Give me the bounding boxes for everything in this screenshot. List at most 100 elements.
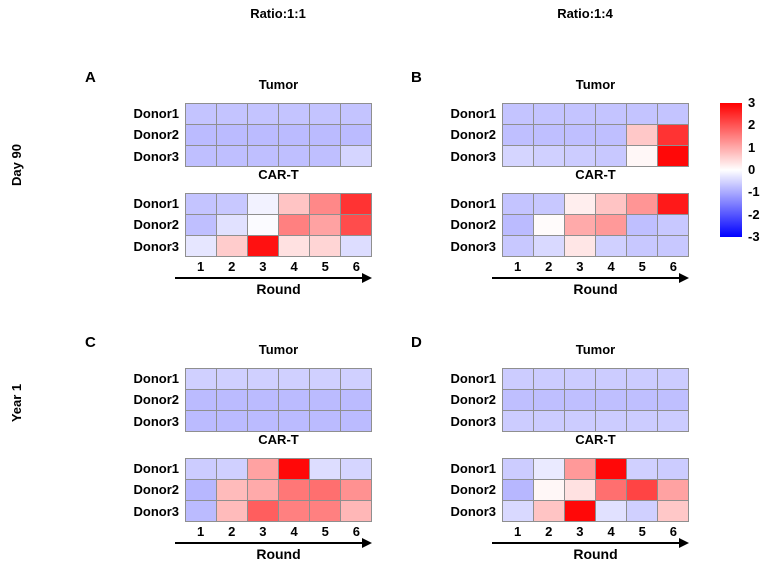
heatmap-cell	[503, 501, 533, 521]
heatmap-cell	[565, 125, 595, 145]
heatmap-cell	[310, 390, 340, 410]
x-axis-tick: 4	[290, 259, 298, 274]
heatmap-cell	[627, 501, 657, 521]
heatmap-cell	[279, 146, 309, 166]
x-axis-label: Round	[573, 281, 618, 297]
heatmap-cell	[217, 146, 247, 166]
cart-heatmap-grid	[502, 193, 689, 257]
donor-row-label: Donor3	[450, 503, 497, 519]
donor-row-label: Donor3	[450, 148, 497, 164]
heatmap-cell	[627, 480, 657, 500]
heatmap-cell	[596, 480, 626, 500]
heatmap-cell	[596, 194, 626, 214]
heatmap-cell	[534, 236, 564, 256]
heatmap-cell	[596, 369, 626, 389]
heatmap-cell	[565, 480, 595, 500]
donor-row-label: Donor3	[133, 503, 180, 519]
cart-heatmap-block: CAR-T Donor1 Donor2 Donor3	[402, 167, 689, 259]
tumor-heatmap-grid	[502, 368, 689, 432]
donor-row-label: Donor1	[450, 106, 497, 121]
tumor-heatmap-grid	[185, 103, 372, 167]
x-axis-tick: 5	[321, 259, 329, 274]
heatmap-cell	[279, 125, 309, 145]
tumor-heatmap-title: Tumor	[575, 342, 616, 357]
heatmap-cell	[565, 236, 595, 256]
tumor-heatmap-block: Tumor Donor1 Donor2 Donor3	[402, 77, 689, 169]
heatmap-cell	[596, 146, 626, 166]
heatmap-cell	[248, 146, 278, 166]
cart-heatmap-grid	[185, 193, 372, 257]
heatmap-cell	[186, 390, 216, 410]
donor-row-label: Donor2	[133, 217, 180, 233]
x-axis-label: Round	[256, 546, 301, 562]
heatmap-cell	[534, 194, 564, 214]
heatmap-cell	[534, 459, 564, 479]
heatmap-cell	[341, 459, 371, 479]
heatmap-cell	[186, 104, 216, 124]
heatmap-cell	[565, 215, 595, 235]
heatmap-cell	[596, 411, 626, 431]
x-axis-tick: 2	[545, 259, 553, 274]
donor-row-label: Donor1	[450, 461, 497, 476]
x-axis-tick: 2	[228, 259, 236, 274]
cart-heatmap-title: CAR-T	[258, 167, 299, 182]
heatmap-cell	[279, 459, 309, 479]
heatmap-cell	[565, 104, 595, 124]
heatmap-cell	[310, 411, 340, 431]
x-axis-tick: 6	[669, 524, 678, 539]
heatmap-cell	[503, 194, 533, 214]
x-axis-label: Round	[256, 281, 301, 297]
heatmap-cell	[627, 215, 657, 235]
heatmap-cell	[217, 411, 247, 431]
heatmap-cell	[310, 125, 340, 145]
heatmap-cell	[627, 390, 657, 410]
heatmap-cell	[217, 194, 247, 214]
heatmap-cell	[341, 411, 371, 431]
cart-heatmap-block: CAR-T Donor1 Donor2 Donor3	[85, 432, 372, 524]
colorbar-tick: 1	[748, 139, 756, 155]
x-axis-tick: 3	[259, 259, 267, 274]
heatmap-cell	[503, 236, 533, 256]
heatmap-cell	[565, 194, 595, 214]
donor-row-labels: Donor1 Donor2 Donor3	[85, 458, 180, 522]
heatmap-cell	[310, 146, 340, 166]
x-axis-tick: 3	[576, 259, 584, 274]
x-axis-tick: 4	[607, 259, 615, 274]
heatmap-cell	[565, 501, 595, 521]
cart-heatmap-grid	[502, 458, 689, 522]
x-axis-tick: 1	[196, 524, 205, 539]
heatmap-cell	[279, 501, 309, 521]
heatmap-cell	[186, 480, 216, 500]
heatmap-cell	[627, 104, 657, 124]
heatmap-cell	[565, 146, 595, 166]
heatmap-cell	[565, 411, 595, 431]
x-axis-tick-labels: 1 2 3 4 5 6	[502, 524, 689, 539]
heatmap-cell	[310, 104, 340, 124]
cart-heatmap-block: CAR-T Donor1 Donor2 Donor3	[402, 432, 689, 524]
cart-heatmap-title: CAR-T	[575, 167, 616, 182]
heatmap-cell	[186, 501, 216, 521]
heatmap-cell	[503, 215, 533, 235]
x-axis-tick: 6	[669, 259, 678, 274]
x-axis-tick-labels: 1 2 3 4 5 6	[185, 259, 372, 274]
heatmap-cell	[596, 215, 626, 235]
heatmap-cell	[248, 104, 278, 124]
heatmap-cell	[279, 215, 309, 235]
heatmap-cell	[217, 125, 247, 145]
heatmap-cell	[596, 125, 626, 145]
x-axis-tick-labels: 1 2 3 4 5 6	[502, 259, 689, 274]
heatmap-cell	[658, 104, 688, 124]
heatmap-panel: C Tumor Donor1 Donor2 Donor3 CAR-T Donor1 D…	[85, 330, 385, 562]
x-axis-tick-labels: 1 2 3 4 5 6	[185, 524, 372, 539]
row-group-label-day90: Day 90	[9, 144, 24, 186]
heatmap-cell	[186, 125, 216, 145]
heatmap-cell	[341, 501, 371, 521]
heatmap-cell	[217, 215, 247, 235]
heatmap-cell	[186, 236, 216, 256]
donor-row-label: Donor1	[133, 196, 180, 211]
heatmap-cell	[186, 369, 216, 389]
panel-letter: B	[411, 69, 422, 86]
tumor-heatmap-title: Tumor	[575, 77, 616, 92]
x-axis-tick: 4	[607, 524, 615, 539]
donor-row-label: Donor3	[133, 413, 180, 429]
